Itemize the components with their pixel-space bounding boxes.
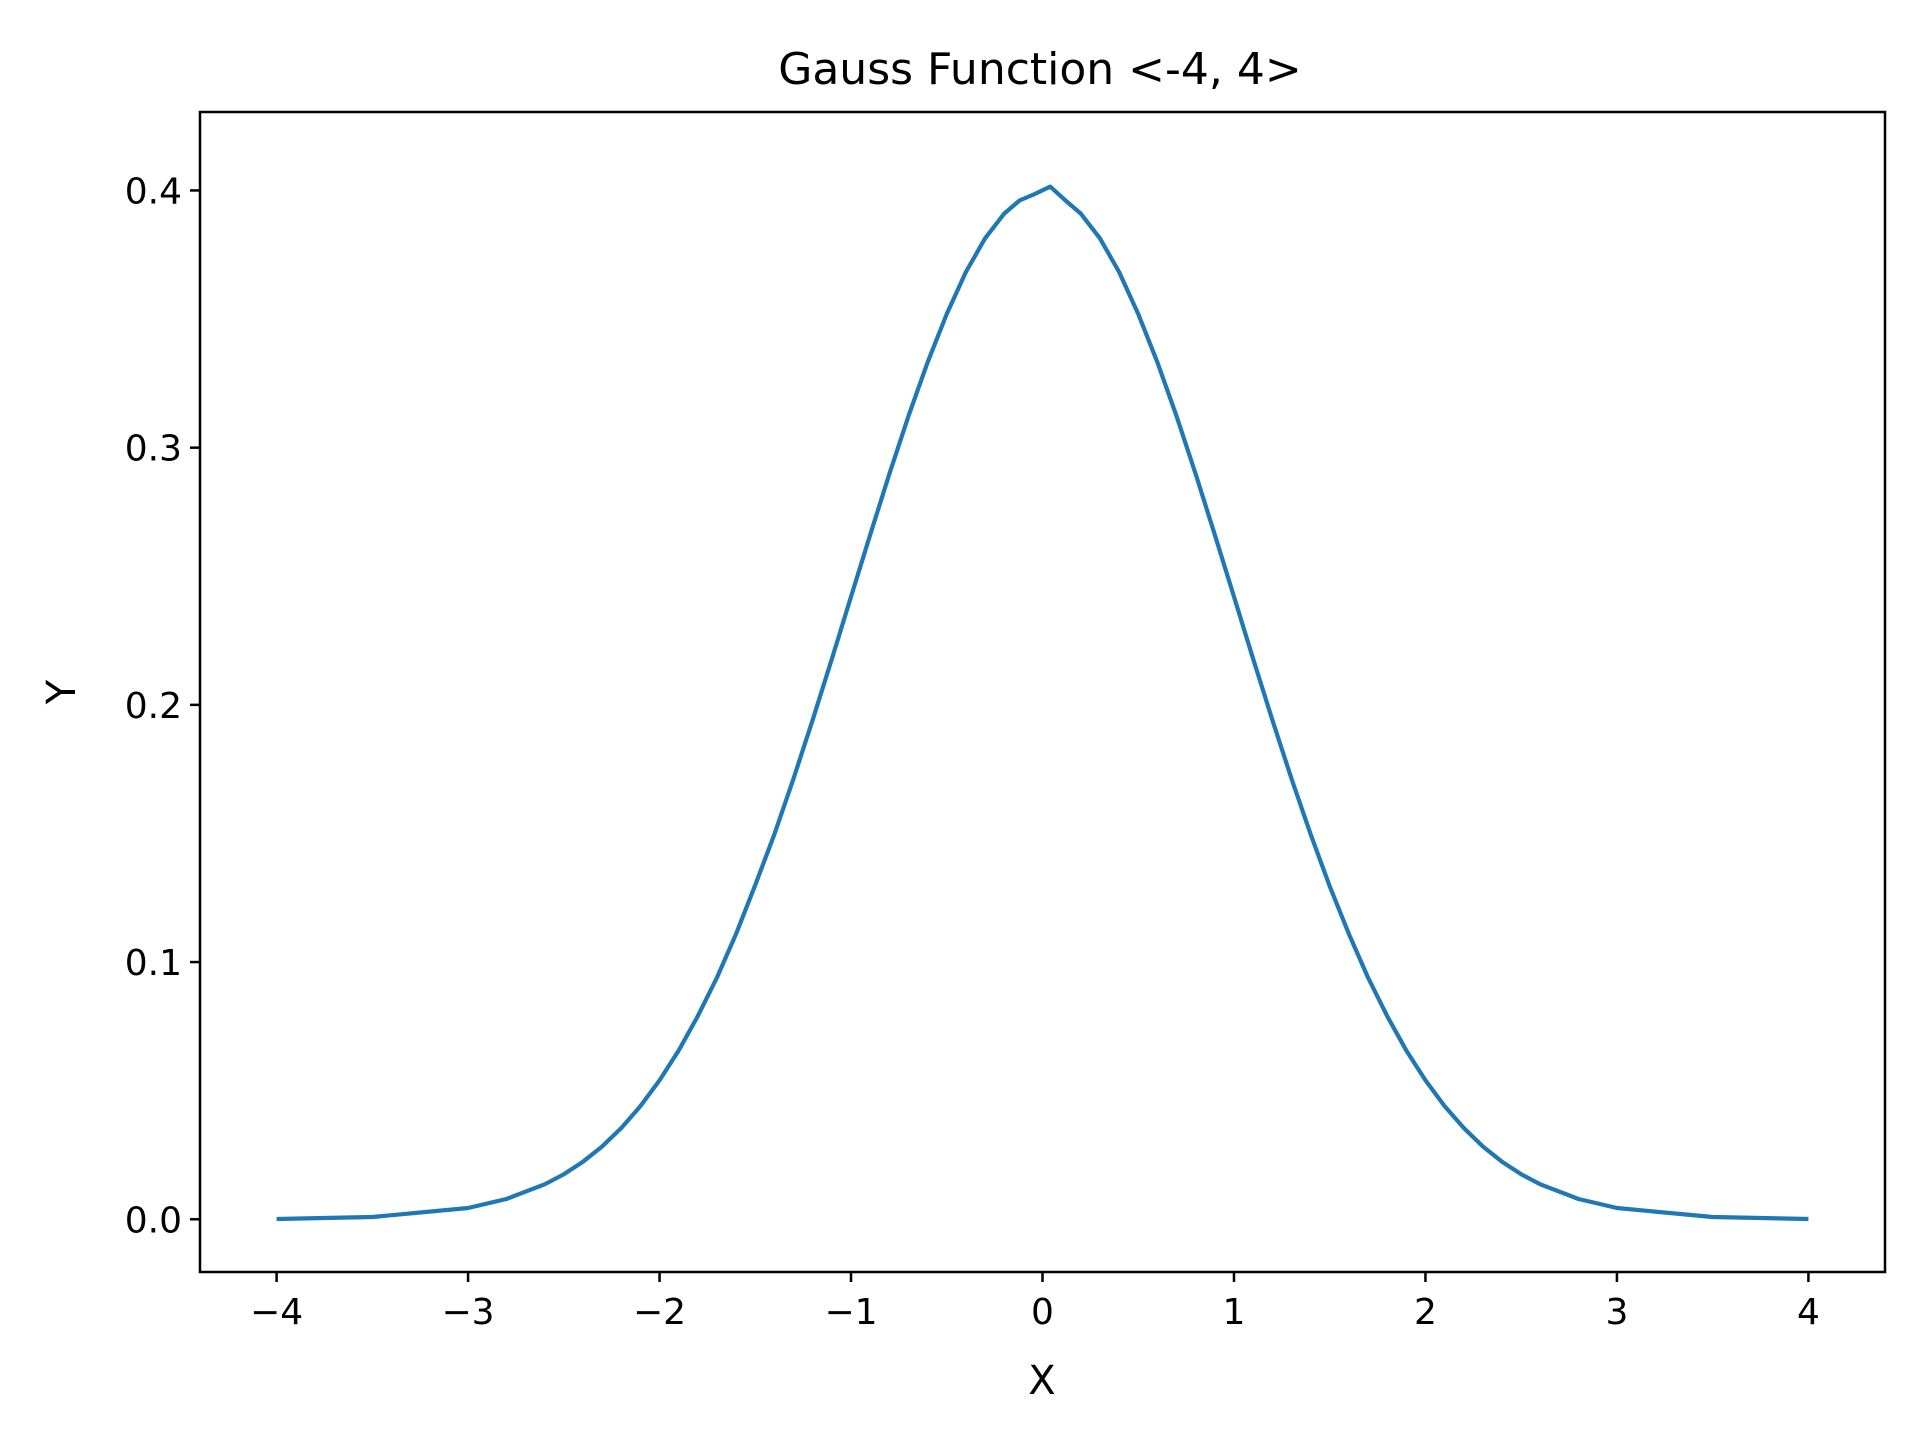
x-axis-label: X bbox=[1028, 1358, 1055, 1404]
x-tick-label: 3 bbox=[1605, 1292, 1628, 1333]
x-tick-label: −2 bbox=[633, 1292, 686, 1333]
x-tick-label: −4 bbox=[250, 1292, 303, 1333]
y-tick-label: 0.0 bbox=[125, 1200, 182, 1241]
x-tick-label: 1 bbox=[1223, 1292, 1246, 1333]
gauss-curve-line bbox=[276, 184, 1809, 1222]
y-axis-label: Y bbox=[39, 679, 85, 705]
x-axis-ticks: −4 −3 −2 −1 0 1 2 3 4 bbox=[250, 1272, 1820, 1333]
x-tick-label: −1 bbox=[824, 1292, 877, 1333]
y-tick-label: 0.4 bbox=[125, 171, 182, 212]
y-axis-ticks: 0.0 0.1 0.2 0.3 0.4 bbox=[125, 171, 200, 1241]
y-tick-label: 0.2 bbox=[125, 686, 182, 727]
y-tick-label: 0.3 bbox=[125, 429, 182, 470]
chart-title: Gauss Function <-4, 4> bbox=[778, 44, 1302, 95]
x-tick-label: 0 bbox=[1031, 1292, 1054, 1333]
y-tick-label: 0.1 bbox=[125, 943, 182, 984]
x-tick-label: −3 bbox=[442, 1292, 495, 1333]
plot-frame bbox=[198, 110, 1887, 1274]
plot-series bbox=[276, 184, 1809, 1222]
x-tick-label: 2 bbox=[1414, 1292, 1437, 1333]
x-tick-label: 4 bbox=[1797, 1292, 1820, 1333]
